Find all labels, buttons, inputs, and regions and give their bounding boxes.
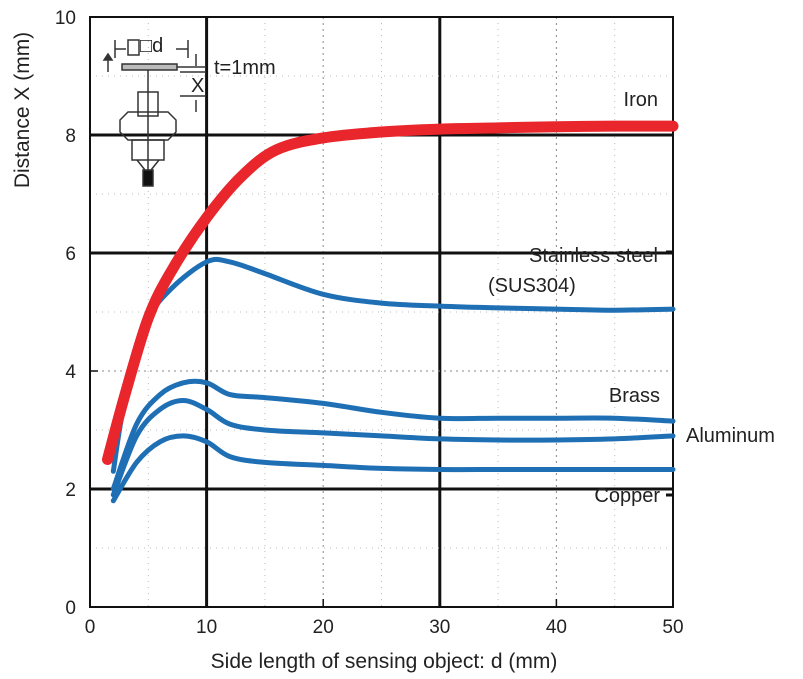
y-tick-label: 6 bbox=[65, 244, 76, 265]
series-label-copper: Copper bbox=[594, 485, 660, 507]
series-layer bbox=[102, 120, 679, 504]
series-label-aluminum: Aluminum bbox=[686, 425, 775, 447]
series-line-aluminum bbox=[110, 398, 676, 498]
series-line-copper bbox=[110, 433, 676, 504]
inset-x-label: X bbox=[191, 75, 204, 97]
series-line-brass bbox=[110, 378, 676, 492]
inset-thickness-label: t=1mm bbox=[214, 57, 276, 79]
x-axis-label: Side length of sensing object: d (mm) bbox=[211, 650, 558, 673]
plot-frame bbox=[89, 16, 674, 608]
x-tick-label: 10 bbox=[196, 617, 217, 638]
x-tick-label: 40 bbox=[546, 617, 567, 638]
y-tick-label: 10 bbox=[55, 8, 76, 29]
series-line-iron bbox=[102, 120, 679, 465]
series-label-brass: Brass bbox=[609, 385, 660, 407]
y-axis-label: Distance X (mm) bbox=[11, 32, 34, 188]
series-label-stainless-steel: Stainless steel (SUS304) bbox=[488, 245, 658, 297]
inset-d-label: □d bbox=[140, 35, 163, 57]
y-tick-label: 2 bbox=[65, 480, 76, 501]
x-tick-label: 30 bbox=[429, 617, 450, 638]
tick-layer: 0 10 20 30 40 50 0 2 4 6 8 10 bbox=[55, 8, 684, 638]
y-tick-label: 0 bbox=[65, 598, 76, 619]
series-label-iron: Iron bbox=[624, 89, 658, 111]
x-tick-label: 50 bbox=[662, 617, 683, 638]
x-tick-label: 20 bbox=[313, 617, 334, 638]
x-tick-label: 0 bbox=[85, 617, 96, 638]
y-tick-label: 8 bbox=[65, 126, 76, 147]
label-layer: Iron Stainless steel (SUS304) Brass Aluminum… bbox=[488, 89, 775, 507]
y-tick-label: 4 bbox=[65, 362, 76, 383]
sensor-diagram bbox=[102, 39, 206, 187]
